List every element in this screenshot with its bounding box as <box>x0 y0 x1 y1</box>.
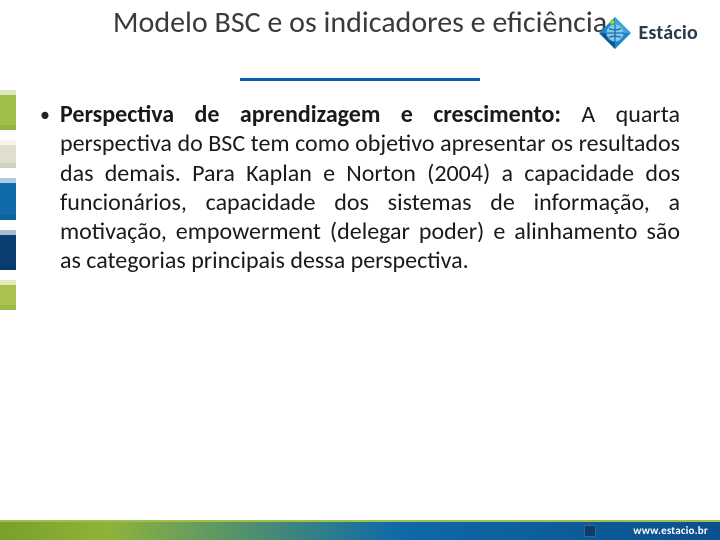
globe-diamond-icon <box>598 16 632 50</box>
side-color-tabs <box>0 90 16 320</box>
brand-logo: Estácio <box>598 16 698 50</box>
bullet-item: • Perspectiva de aprendizagem e crescime… <box>40 100 680 276</box>
bullet-text: Perspectiva de aprendizagem e cresciment… <box>60 100 680 276</box>
brand-name: Estácio <box>638 21 698 45</box>
side-tab <box>0 140 16 168</box>
footer: www.estacio.br <box>0 516 720 540</box>
side-tab <box>0 90 16 130</box>
footer-url: www.estacio.br <box>633 524 708 537</box>
body-area: • Perspectiva de aprendizagem e crescime… <box>40 100 680 276</box>
side-tab <box>0 178 16 220</box>
side-tab <box>0 230 16 270</box>
bullet-lead: Perspectiva de aprendizagem e cresciment… <box>60 100 561 129</box>
side-tab <box>0 280 16 310</box>
slide: Modelo BSC e os indicadores e eficiência… <box>0 0 720 540</box>
slide-title: Modelo BSC e os indicadores e eficiência <box>60 6 660 41</box>
footer-square-icon <box>584 525 596 537</box>
bullet-marker: • <box>40 102 50 128</box>
footer-gradient-bar <box>0 522 720 540</box>
title-underline <box>240 78 480 81</box>
